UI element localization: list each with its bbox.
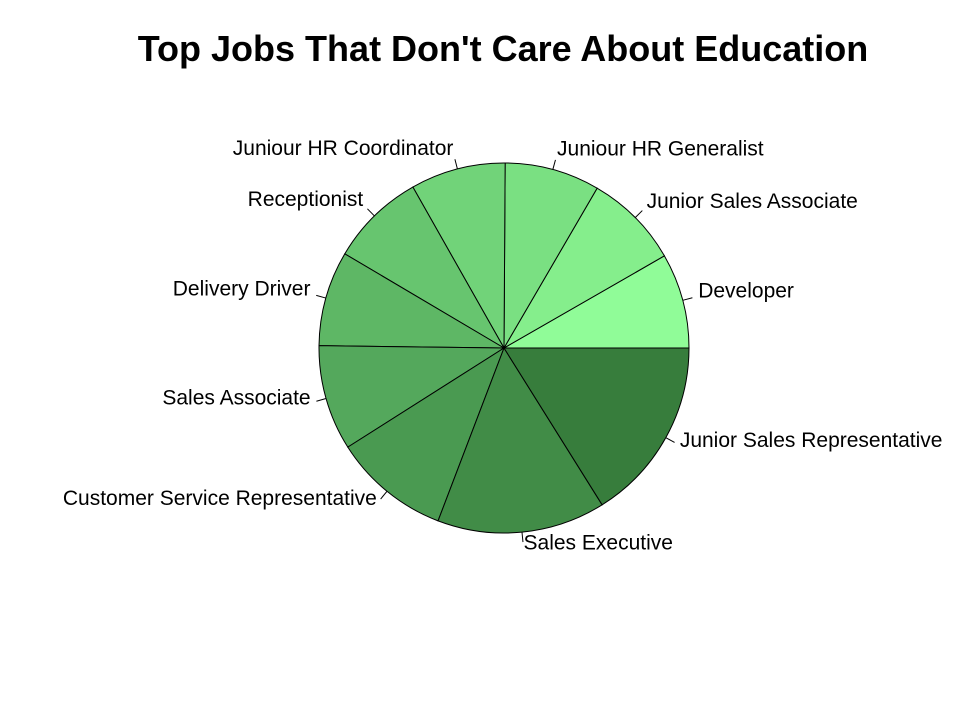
- leader-line-developer: [682, 297, 693, 301]
- leader-line-junior-sales-representative: [665, 437, 675, 443]
- slice-label-receptionist: Receptionist: [248, 188, 364, 211]
- slice-label-customer-service-representative: Customer Service Representative: [63, 487, 377, 510]
- leader-line-receptionist: [367, 208, 375, 217]
- leader-line-junior-sales-associate: [634, 210, 643, 218]
- slice-label-juniour-hr-generalist: Juniour HR Generalist: [557, 138, 764, 161]
- slice-label-junior-sales-associate: Junior Sales Associate: [647, 190, 858, 213]
- leader-line-juniour-hr-generalist: [552, 159, 556, 170]
- slice-labels: Developer Junior Sales Associate Juniour H…: [63, 137, 943, 555]
- chart-title: Top Jobs That Don't Care About Education: [137, 28, 869, 69]
- leader-line-sales-associate: [316, 398, 327, 402]
- label-leader-lines: [316, 159, 693, 543]
- pie-slices: [318, 162, 690, 534]
- slice-label-juniour-hr-coordinator: Juniour HR Coordinator: [233, 137, 454, 160]
- slice-label-delivery-driver: Delivery Driver: [173, 277, 311, 300]
- leader-line-juniour-hr-coordinator: [454, 159, 458, 170]
- slice-label-sales-executive: Sales Executive: [524, 532, 673, 555]
- pie-slice-junior-sales-representative: [503, 347, 690, 506]
- slice-label-junior-sales-representative: Junior Sales Representative: [680, 429, 943, 452]
- leader-line-sales-executive: [521, 532, 524, 543]
- pie-slice-receptionist: [344, 186, 506, 350]
- pie-slice-customer-service-representative: [347, 346, 506, 522]
- pie-slice-junior-sales-associate: [502, 187, 666, 350]
- slice-label-sales-associate: Sales Associate: [162, 386, 310, 409]
- pie-slice-delivery-driver: [318, 253, 506, 349]
- slice-label-developer: Developer: [698, 280, 794, 303]
- pie-slice-developer: [502, 255, 690, 349]
- pie-slice-juniour-hr-generalist: [503, 162, 598, 350]
- leader-line-delivery-driver: [316, 294, 327, 299]
- pie-slice-juniour-hr-coordinator: [412, 162, 506, 350]
- leader-line-customer-service-representative: [380, 490, 388, 500]
- pie-slice-sales-associate: [318, 345, 506, 448]
